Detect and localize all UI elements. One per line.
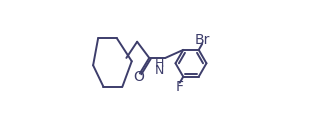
- Text: Br: Br: [195, 33, 210, 47]
- Text: H: H: [155, 57, 164, 70]
- Text: N: N: [155, 64, 164, 77]
- Text: F: F: [176, 80, 184, 94]
- Text: O: O: [134, 70, 145, 84]
